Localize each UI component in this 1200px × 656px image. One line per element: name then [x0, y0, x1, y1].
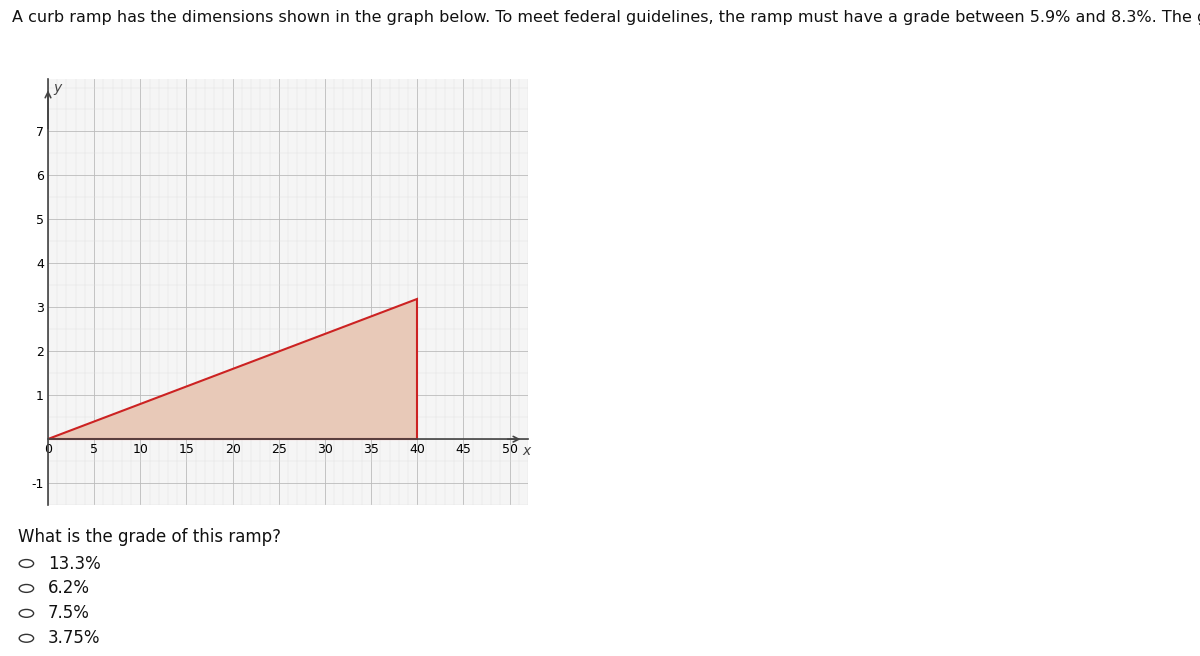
Text: 6.2%: 6.2% — [48, 579, 90, 598]
Text: What is the grade of this ramp?: What is the grade of this ramp? — [18, 528, 281, 546]
Text: x: x — [522, 445, 530, 459]
Polygon shape — [48, 298, 418, 439]
Text: 13.3%: 13.3% — [48, 554, 101, 573]
Text: 7.5%: 7.5% — [48, 604, 90, 623]
Text: 3.75%: 3.75% — [48, 629, 101, 647]
Text: y: y — [54, 81, 61, 95]
Text: A curb ramp has the dimensions shown in the graph below. To meet federal guideli: A curb ramp has the dimensions shown in … — [12, 10, 1200, 25]
